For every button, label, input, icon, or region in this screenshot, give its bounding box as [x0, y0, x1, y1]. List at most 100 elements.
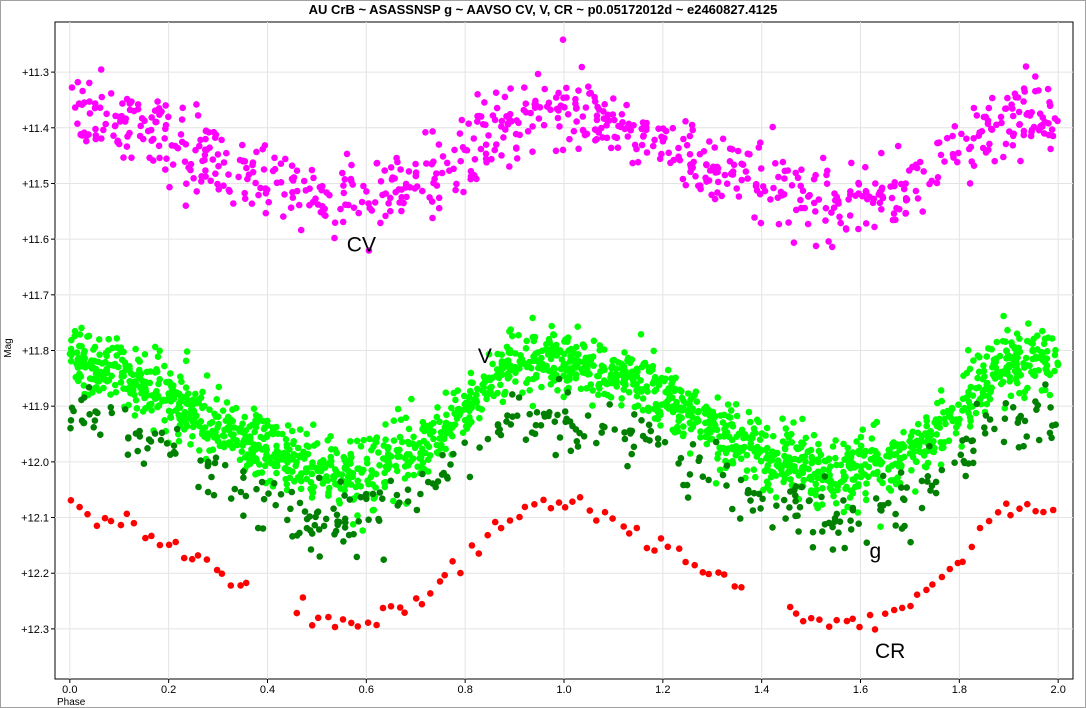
data-point-CV — [182, 202, 190, 209]
data-point-g — [288, 488, 296, 496]
data-point-CR — [849, 615, 856, 623]
data-point-V — [940, 409, 947, 416]
data-point-V — [689, 393, 697, 401]
data-point-V — [512, 369, 519, 377]
data-point-V — [529, 375, 537, 383]
data-point-g — [712, 438, 720, 446]
data-point-V — [685, 411, 692, 419]
data-point-CV — [561, 104, 568, 111]
data-point-CR — [620, 523, 627, 530]
data-point-g — [841, 544, 848, 552]
data-point-CV — [293, 167, 301, 174]
data-point-CV — [540, 121, 548, 129]
data-point-g — [567, 447, 575, 455]
series-CR — [67, 494, 1057, 633]
data-point-V — [175, 400, 183, 407]
data-point-CV — [618, 111, 626, 118]
data-point-CV — [343, 150, 351, 158]
data-point-V — [713, 426, 721, 434]
data-point-V — [385, 458, 392, 466]
data-point-CV — [869, 199, 877, 207]
data-point-V — [170, 393, 177, 401]
data-point-V — [684, 390, 692, 397]
data-point-CV — [488, 155, 495, 163]
data-point-CV — [431, 175, 438, 183]
data-point-V — [980, 362, 987, 369]
data-point-CV — [392, 188, 400, 196]
data-point-CV — [810, 199, 818, 207]
data-point-g — [125, 435, 132, 442]
data-point-CR — [180, 554, 188, 562]
x-tick-label: 1.0 — [556, 684, 571, 696]
data-point-V — [692, 388, 700, 396]
data-point-V — [327, 453, 335, 461]
data-point-g — [599, 422, 606, 430]
data-point-CV — [168, 142, 176, 149]
data-point-V — [381, 483, 389, 491]
data-point-V — [165, 390, 172, 397]
data-point-V — [109, 344, 116, 352]
data-point-CV — [277, 160, 285, 167]
data-point-V — [970, 357, 977, 364]
data-point-V — [651, 387, 658, 395]
data-point-CR — [898, 604, 906, 612]
data-point-V — [787, 476, 794, 483]
data-point-CV — [385, 200, 392, 207]
data-point-g — [80, 419, 87, 427]
data-point-g — [163, 440, 171, 447]
data-point-V — [239, 442, 247, 449]
data-point-V — [799, 415, 806, 423]
data-point-g — [355, 518, 363, 525]
data-point-g — [363, 495, 370, 503]
data-point-V — [420, 437, 428, 445]
data-point-CV — [775, 220, 783, 228]
data-point-CV — [603, 134, 611, 142]
data-point-CV — [761, 187, 769, 195]
data-point-g — [509, 391, 516, 398]
data-point-V — [906, 437, 913, 445]
data-point-V — [618, 395, 625, 402]
data-point-V — [479, 381, 487, 388]
data-point-CV — [585, 83, 592, 90]
data-point-CV — [458, 116, 466, 124]
data-point-V — [138, 383, 145, 391]
data-point-CV — [579, 127, 587, 134]
data-point-V — [310, 483, 318, 491]
data-point-CV — [1044, 85, 1052, 93]
data-point-CV — [453, 180, 460, 188]
data-point-CV — [723, 180, 731, 187]
data-point-CV — [111, 122, 119, 130]
data-point-V — [587, 354, 594, 361]
data-point-g — [796, 503, 804, 511]
data-point-V — [719, 444, 727, 452]
data-point-CR — [101, 514, 109, 522]
data-point-CV — [98, 135, 105, 142]
data-point-CV — [872, 180, 879, 187]
data-point-V — [657, 422, 664, 429]
data-point-g — [892, 510, 899, 518]
x-tick-label: 1.4 — [754, 684, 769, 696]
data-point-V — [548, 322, 555, 330]
data-point-CV — [573, 118, 580, 125]
data-point-V — [430, 419, 437, 427]
data-point-CV — [79, 87, 86, 95]
data-point-V — [251, 428, 258, 436]
data-point-g — [272, 501, 280, 509]
data-point-V — [236, 428, 243, 435]
data-point-CV — [862, 163, 869, 171]
data-point-V — [105, 335, 112, 343]
data-point-CV — [134, 101, 142, 108]
data-point-CV — [862, 220, 870, 227]
data-point-CV — [201, 151, 209, 159]
data-point-V — [426, 428, 433, 435]
data-point-CV — [639, 119, 647, 126]
data-point-g — [924, 478, 931, 485]
data-point-CR — [561, 504, 569, 511]
data-point-CR — [968, 543, 976, 551]
data-point-CV — [248, 200, 256, 207]
data-point-CV — [98, 93, 106, 101]
data-point-V — [927, 428, 935, 435]
data-point-CV — [321, 211, 328, 219]
data-point-CV — [1047, 145, 1054, 153]
